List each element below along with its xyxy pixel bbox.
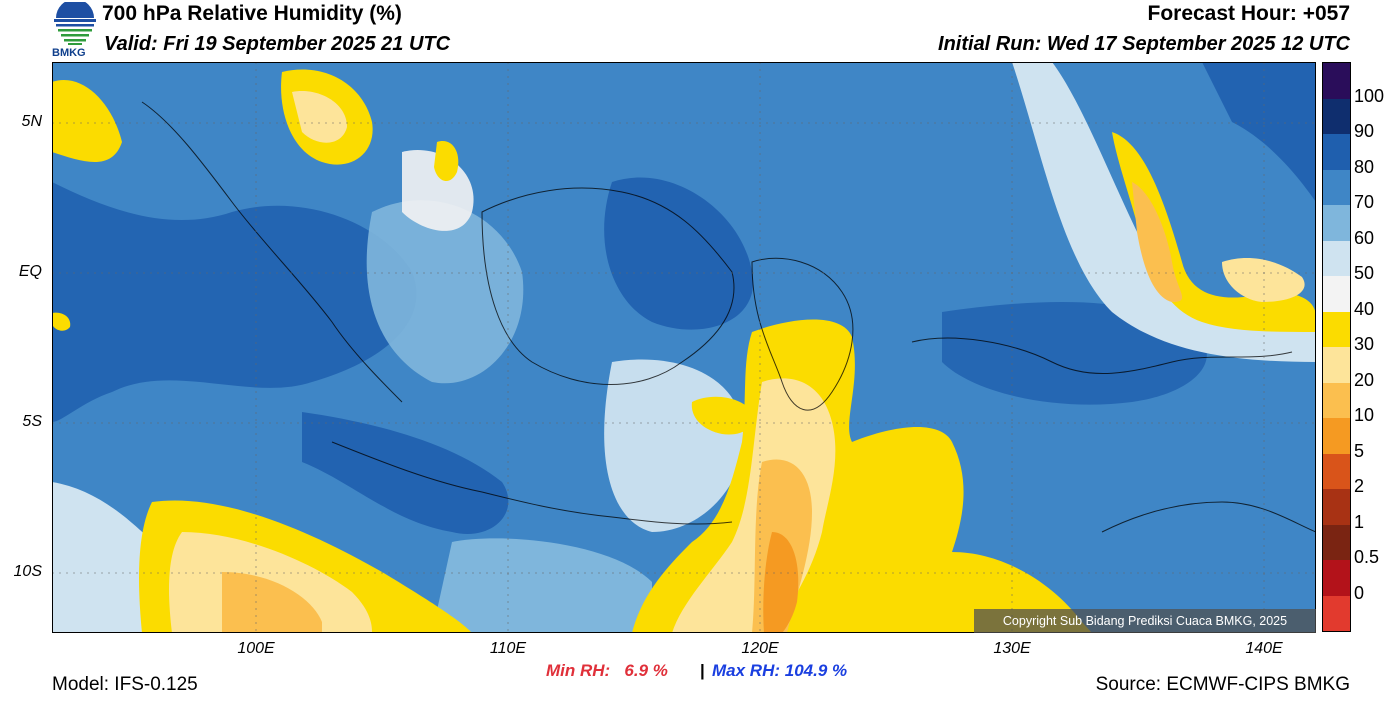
lon-label-140e: 140E <box>1245 640 1283 657</box>
colorbar-segment <box>1323 560 1350 596</box>
valid-time: Valid: Fri 19 September 2025 21 UTC <box>104 33 451 55</box>
colorbar-label: 90 <box>1354 121 1375 141</box>
lat-label-5s: 5S <box>22 413 42 430</box>
colorbar-segment <box>1323 418 1350 454</box>
lon-label-110e: 110E <box>489 640 527 657</box>
colorbar-label: 50 <box>1354 263 1375 283</box>
colorbar-segment <box>1323 311 1350 347</box>
colorbar-segment <box>1323 489 1350 525</box>
colorbar-segment <box>1323 240 1350 276</box>
model-info: Model: IFS-0.125 <box>52 674 198 695</box>
colorbar-segment <box>1323 524 1350 560</box>
forecast-hour: Forecast Hour: +057 <box>1147 2 1351 25</box>
colorbar-segment <box>1323 134 1350 170</box>
colorbar-label: 0 <box>1354 582 1365 603</box>
lat-label-5n: 5N <box>21 113 42 130</box>
colorbar-label: 70 <box>1354 192 1375 212</box>
lon-label-100e: 100E <box>237 640 275 657</box>
map-title: 700 hPa Relative Humidity (%) <box>102 2 402 25</box>
source-info: Source: ECMWF-CIPS BMKG <box>1095 674 1350 695</box>
colorbar-label: 80 <box>1354 156 1375 177</box>
initial-run: Initial Run: Wed 17 September 2025 12 UT… <box>938 33 1350 55</box>
stats-separator: | <box>700 661 705 680</box>
max-rh: Max RH: 104.9 % <box>712 661 847 681</box>
lon-label-130e: 130E <box>993 640 1031 657</box>
colorbar-segment <box>1323 205 1350 241</box>
humidity-map <box>52 62 1316 633</box>
colorbar-label: 60 <box>1354 227 1375 248</box>
colorbar-segment <box>1323 169 1350 205</box>
colorbar-label: 30 <box>1354 334 1375 354</box>
min-rh-label: Min RH: <box>546 661 611 680</box>
min-rh: Min RH: 6.9 % <box>546 661 668 681</box>
colorbar-label: 100 <box>1354 85 1385 106</box>
colorbar-label: 10 <box>1354 405 1375 425</box>
colorbar-segment <box>1323 595 1350 631</box>
colorbar-segment <box>1323 382 1350 418</box>
colorbar-label: 40 <box>1354 298 1375 319</box>
colorbar-segment <box>1323 98 1350 134</box>
colorbar-segment <box>1323 63 1350 99</box>
copyright-notice: Copyright Sub Bidang Prediksi Cuaca BMKG… <box>974 609 1316 633</box>
logo-text: BMKG <box>52 47 86 59</box>
colorbar-label: 20 <box>1354 369 1375 390</box>
max-rh-value: 104.9 % <box>784 661 848 680</box>
max-rh-label: Max RH: <box>712 661 781 680</box>
colorbar-label: 2 <box>1354 476 1365 496</box>
lat-label-10s: 10S <box>13 563 42 580</box>
lat-label-eq: EQ <box>18 263 42 280</box>
lon-label-120e: 120E <box>741 640 779 657</box>
bmkg-logo <box>54 2 96 45</box>
colorbar-label: 0.5 <box>1354 547 1380 567</box>
colorbar-label: 5 <box>1354 440 1365 461</box>
colorbar <box>1322 62 1351 632</box>
min-rh-value: 6.9 % <box>624 661 668 680</box>
colorbar-segment <box>1323 453 1350 489</box>
colorbar-segment <box>1323 347 1350 383</box>
map-frame <box>52 62 1316 633</box>
colorbar-segment <box>1323 276 1350 312</box>
colorbar-label: 1 <box>1354 511 1365 532</box>
